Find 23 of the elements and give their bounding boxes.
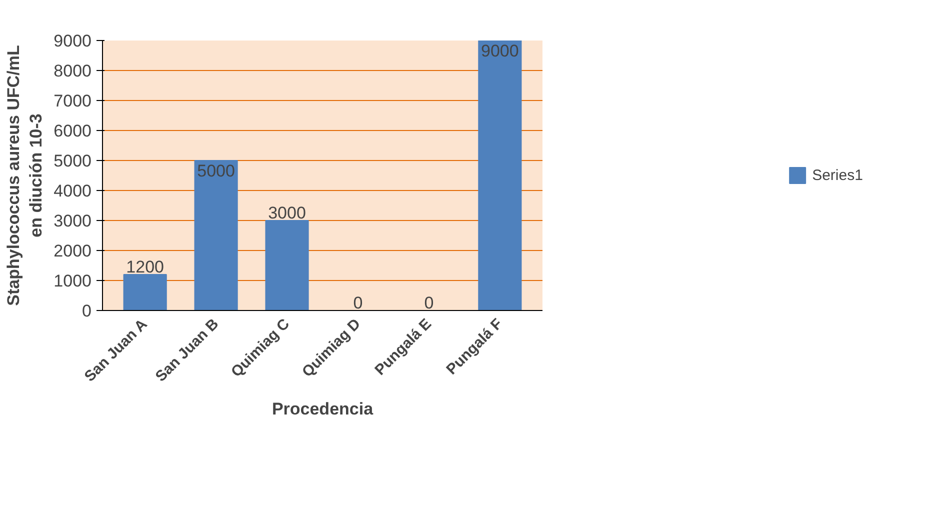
bar <box>265 220 309 310</box>
y-tick-label: 8000 <box>54 62 92 80</box>
y-axis-title: Staphylococcus aureus UFC/mL en diución 10-3 <box>4 45 46 306</box>
legend-label: Series1 <box>812 166 863 184</box>
y-tick-label: 4000 <box>54 182 92 200</box>
data-label: 0 <box>424 294 434 312</box>
data-label: 0 <box>353 294 363 312</box>
y-tick-label: 6000 <box>54 122 92 140</box>
y-tick-label: 7000 <box>54 92 92 110</box>
data-label: 5000 <box>197 162 235 180</box>
y-tick-label: 9000 <box>54 32 92 50</box>
bar <box>478 40 522 310</box>
x-axis-title: Procedencia <box>272 399 374 418</box>
data-label: 1200 <box>126 258 164 276</box>
bar <box>194 160 238 310</box>
y-tick-label: 0 <box>82 302 92 320</box>
y-tick-label: 3000 <box>54 212 92 230</box>
bar <box>123 274 167 310</box>
data-label: 3000 <box>268 204 306 222</box>
y-tick-label: 1000 <box>54 272 92 290</box>
y-tick-label: 2000 <box>54 242 92 260</box>
y-tick-label: 5000 <box>54 152 92 170</box>
data-label: 9000 <box>481 42 519 60</box>
